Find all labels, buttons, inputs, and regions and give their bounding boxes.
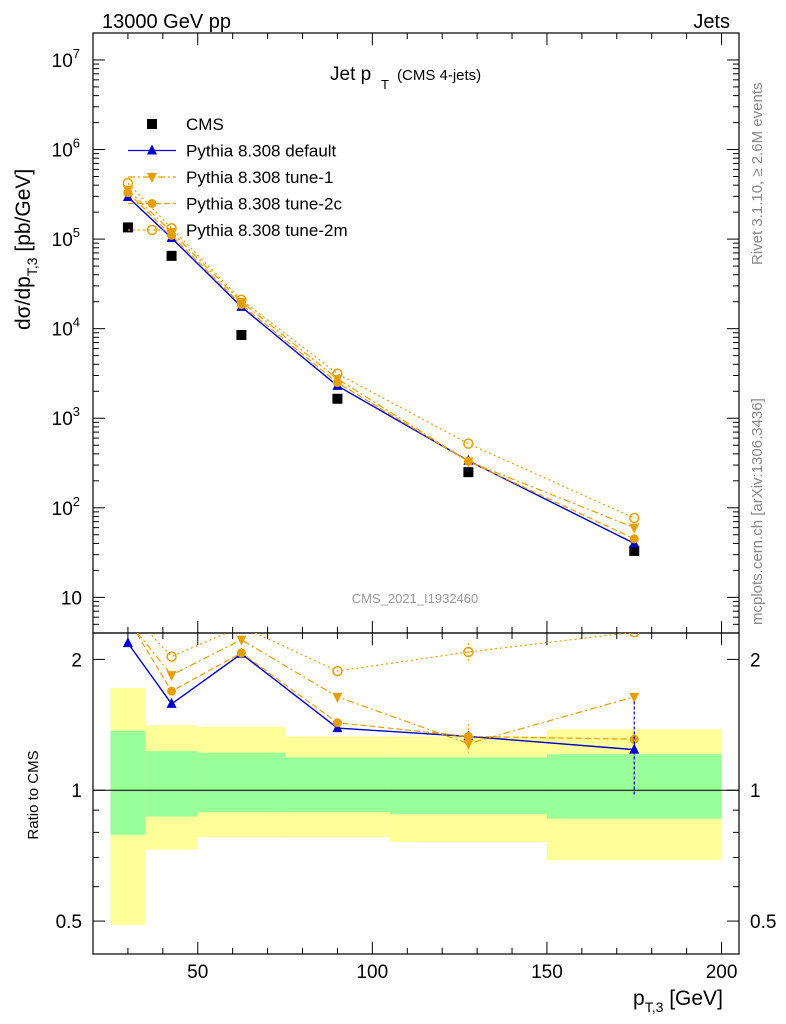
x-tick-label: 100: [356, 962, 388, 983]
band-inner-3: [285, 757, 390, 813]
plot-title-sub: T: [381, 77, 389, 92]
ratio-y-tick-label: 2: [71, 650, 82, 671]
legend-marker-1: [147, 144, 157, 155]
data-point: [123, 188, 133, 198]
data-point: [629, 523, 640, 534]
data-point: [332, 393, 343, 404]
ratio-y-tick-label: 0.5: [56, 912, 82, 933]
main-panel: 10 102 103 104 105 106 107: [52, 32, 740, 634]
ratio-y-tick-label-right: 0.5: [750, 912, 776, 933]
data-point: [236, 329, 247, 340]
data-point: [332, 378, 342, 388]
y-tick-label: 103: [52, 404, 80, 430]
ratio-series: [122, 605, 640, 796]
plot-title: Jet p T (CMS 4-jets): [330, 64, 481, 92]
ratio-line-0: [127, 642, 635, 751]
y-tick-label: 102: [52, 494, 80, 520]
data-point: [463, 438, 474, 449]
y-tick-label: 107: [52, 46, 80, 72]
header-left: 13000 GeV pp: [102, 11, 231, 33]
data-point: [167, 230, 177, 240]
data-point: [629, 534, 639, 544]
ratio-point: [123, 605, 132, 614]
ratio-point: [237, 622, 246, 631]
band-inner-4: [389, 757, 547, 815]
data-point: [166, 250, 177, 261]
ratio-point: [123, 614, 132, 623]
series-line-1: [127, 196, 635, 545]
x-tick-label: 150: [531, 962, 563, 983]
svg-text:dσ/dpT,3 [pb/GeV]: dσ/dpT,3 [pb/GeV]: [12, 169, 40, 330]
band-inner-0: [110, 730, 146, 835]
ratio-point: [332, 665, 343, 677]
data-point: [628, 512, 640, 524]
ratio-point: [166, 651, 177, 662]
data-point: [122, 222, 133, 233]
data-point: [166, 223, 177, 234]
x-axis-title: pT,3 [GeV]: [633, 987, 723, 1015]
ratio-y-tick-label-right: 1: [750, 781, 761, 802]
legend-label-1: Pythia 8.308 default: [186, 142, 337, 161]
ratio-frame: [92, 632, 740, 955]
data-point: [236, 294, 247, 306]
legend-marker-4: [146, 224, 158, 236]
ratio-point: [123, 617, 133, 627]
y-tick-label: 104: [52, 315, 80, 341]
ratio-point: [236, 648, 246, 658]
legend-label-4: Pythia 8.308 tune-2m: [186, 221, 348, 240]
legend-marker-3: [147, 199, 157, 208]
data-point: [463, 456, 473, 466]
y-tick-label: 105: [52, 225, 80, 251]
legend: CMS Pythia 8.308 default Pythia 8.308 tune…: [128, 115, 348, 240]
ratio-line-1: [136, 633, 635, 745]
ratio-point: [629, 633, 640, 638]
plot-title-suffix: (CMS 4-jets): [397, 67, 481, 84]
svg-text:pT,3 [GeV]: pT,3 [GeV]: [633, 987, 723, 1015]
site-label: mcplots.cern.ch [arXiv:1306.3436]: [749, 398, 766, 625]
x-tick-label: 50: [187, 962, 208, 983]
legend-label-2: Pythia 8.308 tune-1: [186, 168, 333, 187]
ratio-point: [122, 637, 133, 648]
ratio-line-3: [148, 633, 633, 672]
analysis-tag: CMS_2021_I1932460: [352, 591, 479, 606]
y-tick-label: 10: [61, 588, 82, 609]
ratio-y-tick-label-right: 2: [750, 650, 761, 671]
data-point: [629, 545, 640, 556]
data-point: [332, 368, 343, 379]
ratio-y-axis-title: Ratio to CMS: [25, 750, 42, 839]
ratio-line-2: [135, 633, 635, 740]
ratio-point: [332, 718, 342, 728]
ratio-point: [166, 697, 177, 708]
x-tick-label: 200: [706, 962, 738, 983]
main-series: [122, 178, 640, 556]
legend-label-3: Pythia 8.308 tune-2c: [186, 195, 342, 214]
ratio-point: [167, 686, 177, 696]
series-line-3: [127, 192, 635, 540]
ratio-point: [629, 692, 640, 703]
data-point: [463, 467, 474, 478]
band-inner-1: [145, 751, 198, 817]
data-point: [122, 178, 134, 189]
legend-marker-2: [147, 173, 157, 183]
y-tick-label: 106: [52, 136, 80, 162]
band-inner-2: [197, 752, 286, 813]
legend-marker-0: [147, 119, 157, 129]
ratio-point: [332, 692, 343, 703]
series-line-2: [127, 189, 635, 529]
band-inner-5: [546, 754, 722, 819]
plot-title-main: Jet p: [330, 64, 371, 85]
rivet-label: Rivet 3.1.10, ≥ 2.6M events: [749, 83, 766, 266]
ratio-y-tick-label: 1: [71, 781, 82, 802]
main-y-axis-title: dσ/dpT,3 [pb/GeV]: [12, 169, 40, 330]
ratio-panel: 50 100 150 200 0.5 0.5 1 1 2 2: [56, 605, 776, 983]
uncertainty-bands: [110, 687, 722, 925]
legend-label-0: CMS: [186, 115, 224, 134]
ratio-point: [166, 671, 177, 682]
header-right: Jets: [693, 11, 730, 33]
ratio-point: [236, 635, 247, 646]
